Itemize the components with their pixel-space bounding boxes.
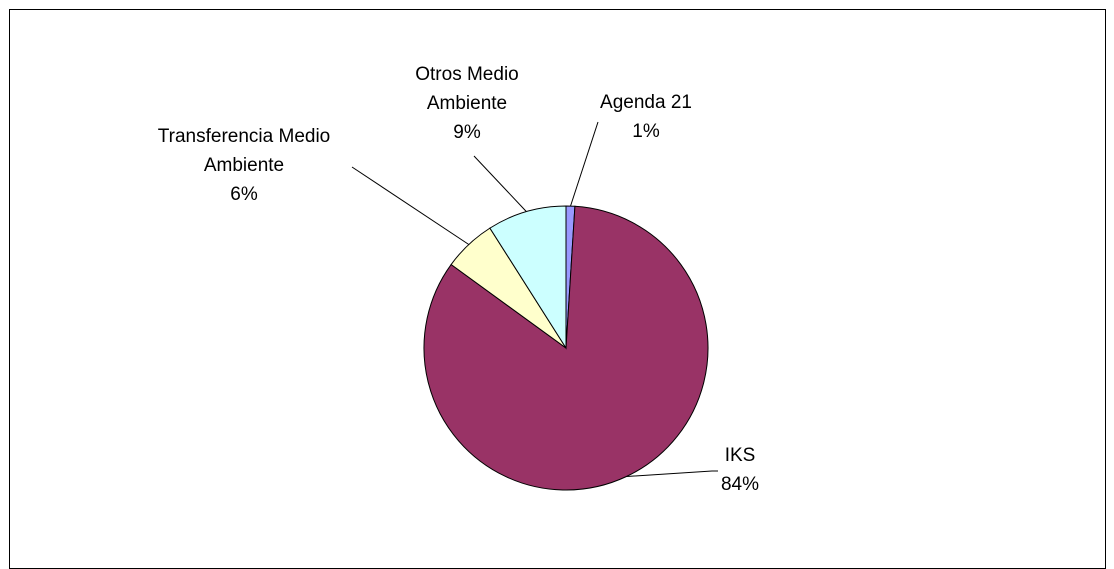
leader-line-agenda-21	[570, 121, 599, 207]
data-label-iks: IKS 84%	[721, 445, 759, 495]
leader-line-iks	[626, 470, 718, 477]
leader-line-otros-medio-ambiente	[473, 155, 527, 212]
data-label-transferencia-medio-ambiente: Transferencia Medio Ambiente 6%	[158, 126, 330, 205]
pie-chart: Agenda 21 1% IKS 84% Transferencia Medio Ambi…	[158, 64, 759, 495]
leader-line-transferencia-medio-ambiente	[351, 166, 470, 245]
data-label-agenda-21: Agenda 21 1%	[600, 92, 692, 142]
pie-slice-otros-medio-ambiente	[489, 205, 567, 350]
data-label-otros-medio-ambiente: Otros Medio Ambiente 9%	[415, 64, 518, 143]
